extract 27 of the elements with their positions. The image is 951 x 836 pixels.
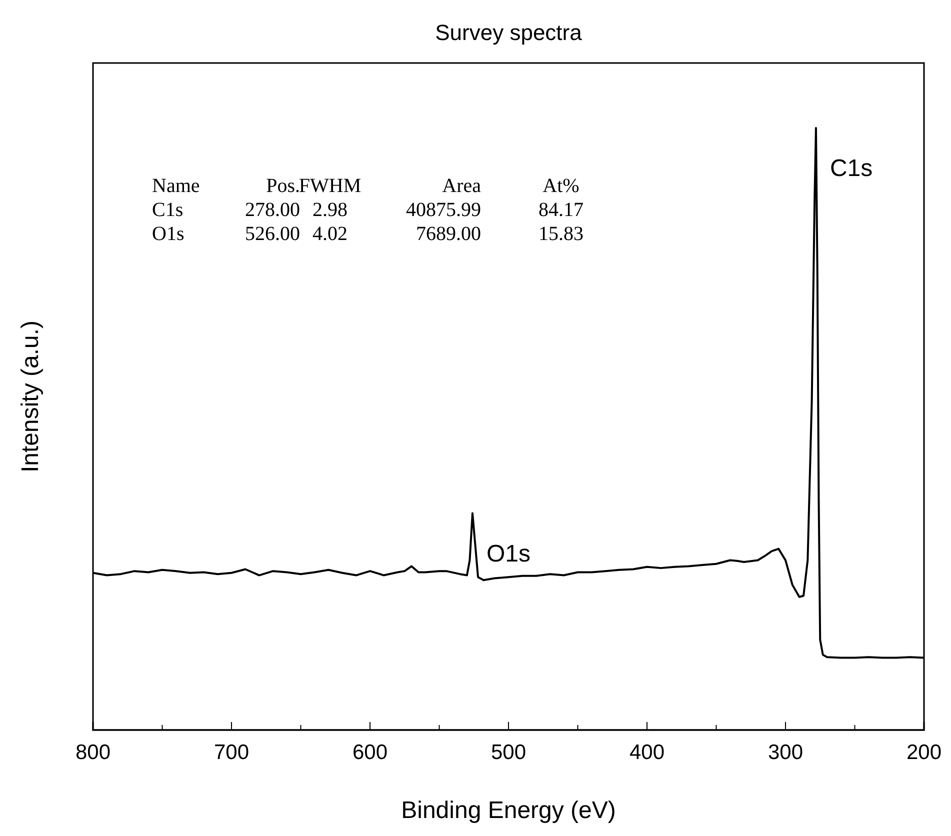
annotation: 7689.00	[416, 223, 481, 245]
annotation: O1s	[486, 540, 531, 568]
x-tick-label: 400	[629, 740, 665, 764]
annotation: 4.02	[312, 223, 348, 245]
annotation: Pos.	[266, 175, 300, 197]
annotation: 15.83	[538, 223, 584, 245]
annotation: 2.98	[312, 199, 348, 221]
annotation: 84.17	[538, 199, 584, 221]
x-tick-label: 200	[906, 740, 942, 764]
annotation: Name	[152, 175, 200, 197]
annotation: Area	[442, 175, 482, 197]
annotation: 40875.99	[406, 199, 481, 221]
x-tick-label: 800	[75, 740, 111, 764]
annotation: At%	[542, 175, 580, 197]
annotation: C1s	[152, 199, 184, 221]
x-tick-label: 700	[214, 740, 250, 764]
annotation: 278.00	[245, 199, 300, 221]
x-tick-label: 500	[490, 740, 526, 764]
annotation: O1s	[152, 223, 184, 245]
annotation: C1s	[830, 155, 873, 182]
annotation: FWHM	[298, 175, 362, 197]
x-tick-label: 600	[352, 740, 388, 764]
annotation: 526.00	[245, 223, 300, 245]
x-tick-label: 300	[768, 740, 804, 764]
x-axis-title: Binding Energy (eV)	[401, 797, 616, 824]
chart-title: Survey spectra	[435, 20, 583, 45]
y-axis-title: Intensity (a.u.)	[17, 320, 44, 473]
